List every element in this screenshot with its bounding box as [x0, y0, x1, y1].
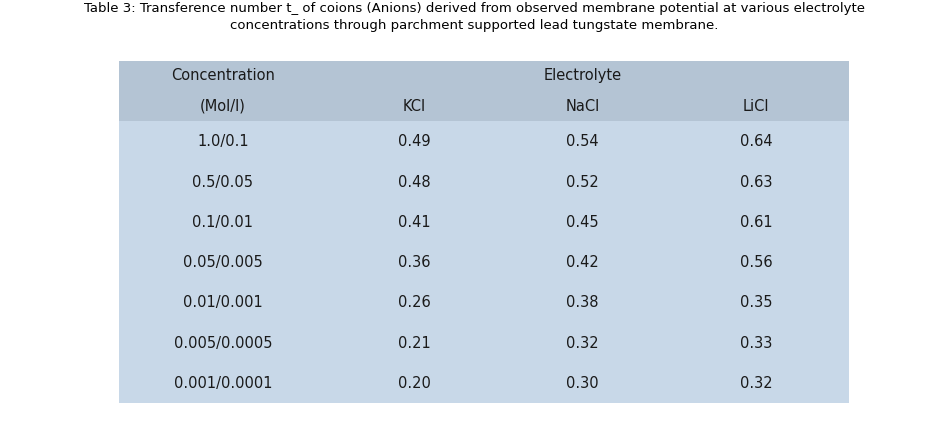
- Text: 0.26: 0.26: [399, 295, 431, 310]
- Text: 0.21: 0.21: [399, 335, 431, 350]
- Text: 0.49: 0.49: [399, 134, 431, 149]
- Text: Electrolyte: Electrolyte: [544, 68, 622, 83]
- Text: LiCl: LiCl: [743, 98, 770, 113]
- Text: 0.5/0.05: 0.5/0.05: [193, 174, 253, 189]
- Text: 0.01/0.001: 0.01/0.001: [183, 295, 263, 310]
- Text: 0.30: 0.30: [567, 375, 599, 390]
- Text: 0.36: 0.36: [399, 254, 431, 270]
- Text: 0.63: 0.63: [740, 174, 772, 189]
- Text: 0.32: 0.32: [740, 375, 772, 390]
- Text: 0.32: 0.32: [567, 335, 599, 350]
- Text: 0.38: 0.38: [567, 295, 599, 310]
- Text: 0.41: 0.41: [399, 214, 431, 229]
- Text: 0.001/0.0001: 0.001/0.0001: [174, 375, 272, 390]
- Text: KCl: KCl: [403, 98, 426, 113]
- Text: Concentration: Concentration: [171, 68, 274, 83]
- Text: 0.45: 0.45: [567, 214, 599, 229]
- Text: NaCl: NaCl: [566, 98, 600, 113]
- Text: (Mol/l): (Mol/l): [200, 98, 246, 113]
- Text: 0.48: 0.48: [399, 174, 431, 189]
- Text: 0.64: 0.64: [740, 134, 772, 149]
- Text: 0.61: 0.61: [740, 214, 772, 229]
- Text: 0.52: 0.52: [567, 174, 599, 189]
- Text: 0.005/0.0005: 0.005/0.0005: [174, 335, 272, 350]
- Text: 0.56: 0.56: [740, 254, 772, 270]
- Text: 0.35: 0.35: [740, 295, 772, 310]
- Text: 0.42: 0.42: [567, 254, 599, 270]
- Text: 0.05/0.005: 0.05/0.005: [183, 254, 263, 270]
- Text: 0.1/0.01: 0.1/0.01: [193, 214, 253, 229]
- Bar: [119, 62, 849, 121]
- Text: 1.0/0.1: 1.0/0.1: [197, 134, 249, 149]
- Text: 0.20: 0.20: [399, 375, 431, 390]
- Text: Table 3: Transference number t_ of coions (Anions) derived from observed membran: Table 3: Transference number t_ of coion…: [84, 2, 865, 32]
- Text: 0.54: 0.54: [567, 134, 599, 149]
- Bar: [119, 62, 849, 403]
- Text: 0.33: 0.33: [740, 335, 772, 350]
